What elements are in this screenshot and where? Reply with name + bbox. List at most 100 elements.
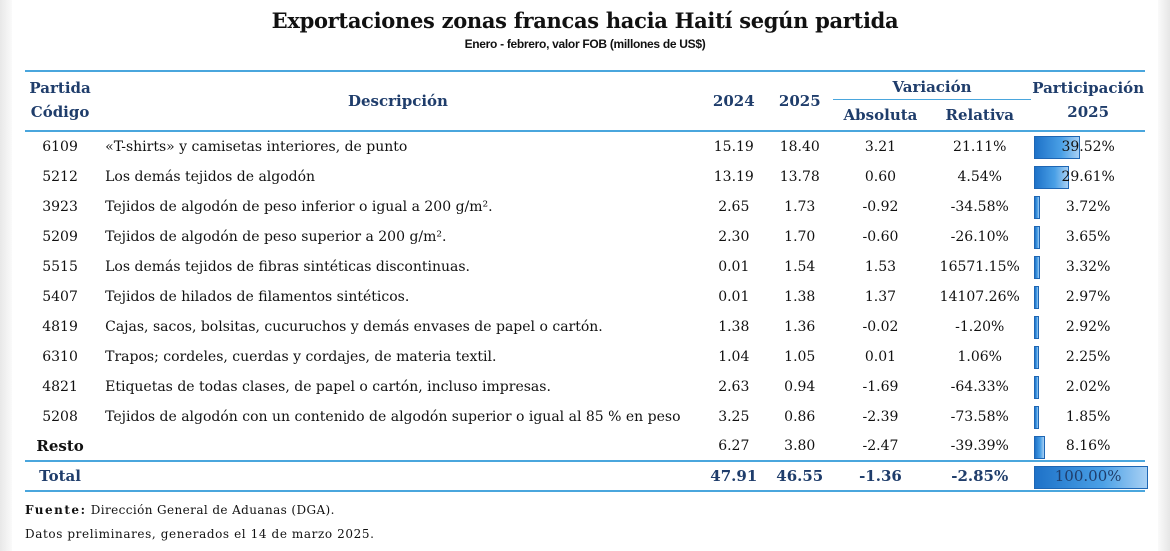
- header-2024: 2024: [712, 92, 755, 110]
- header-partida: Partida: [29, 78, 91, 97]
- table-row: 5212 Los demás tejidos de algodón 13.19 13.…: [25, 162, 1145, 192]
- row-participacion: 3.32%: [1031, 252, 1145, 282]
- row-2024: 2.30: [718, 229, 750, 245]
- share-value: 8.16%: [1065, 438, 1111, 454]
- share-value: 1.85%: [1065, 409, 1111, 425]
- resto-participacion: 8.16%: [1031, 432, 1145, 461]
- row-participacion: 2.02%: [1031, 372, 1145, 402]
- row-participacion: 2.25%: [1031, 342, 1145, 372]
- row-participacion: 29.61%: [1031, 162, 1145, 192]
- row-2024: 1.04: [718, 349, 750, 365]
- row-2025: 0.94: [784, 379, 816, 395]
- header-part-year: 2025: [1067, 102, 1110, 121]
- table-row: 3923 Tejidos de algodón de peso inferior …: [25, 192, 1145, 222]
- row-relativa: 4.54%: [957, 169, 1002, 185]
- row-2025: 1.73: [784, 199, 816, 215]
- share-value: 3.32%: [1065, 259, 1111, 275]
- row-2025: 1.54: [784, 259, 816, 275]
- row-absoluta: -1.69: [862, 379, 899, 395]
- row-absoluta: -2.39: [862, 409, 899, 425]
- row-description: Los demás tejidos de fibras sintéticas d…: [105, 259, 470, 275]
- table-row: 5407 Tejidos de hilados de filamentos sin…: [25, 282, 1145, 312]
- page-edge-right: [1158, 0, 1170, 551]
- share-value: 3.65%: [1065, 229, 1111, 245]
- row-2025: 13.78: [779, 169, 820, 185]
- header-variacion: Variación: [892, 78, 972, 97]
- table-row: 6310 Trapos; cordeles, cuerdas y cordajes…: [25, 342, 1145, 372]
- total-2024: 47.91: [710, 467, 758, 485]
- page-edge-left: [0, 0, 12, 551]
- share-bar: [1034, 466, 1149, 489]
- share-bar: [1034, 196, 1041, 219]
- table-row: 4821 Etiquetas de todas clases, de papel …: [25, 372, 1145, 402]
- total-label: Total: [39, 467, 81, 485]
- share-bar: [1034, 286, 1040, 309]
- row-relativa: 21.11%: [953, 139, 1007, 155]
- row-absoluta: -0.02: [862, 319, 899, 335]
- row-code: 6109: [42, 139, 78, 155]
- share-value: 3.72%: [1065, 199, 1111, 215]
- row-relativa: -1.20%: [955, 319, 1005, 335]
- row-2024: 0.01: [718, 259, 750, 275]
- table-body: 6109 «T-shirts» y camisetas interiores, d…: [25, 131, 1145, 432]
- row-relativa: -26.10%: [950, 229, 1009, 245]
- row-relativa: 14107.26%: [939, 289, 1020, 305]
- row-participacion: 3.65%: [1031, 222, 1145, 252]
- header-2025: 2025: [778, 92, 821, 110]
- share-bar: [1034, 436, 1046, 459]
- table-row: 5515 Los demás tejidos de fibras sintétic…: [25, 252, 1145, 282]
- row-2024: 1.38: [718, 319, 750, 335]
- row-code: 4821: [42, 379, 78, 395]
- share-bar: [1034, 256, 1041, 279]
- row-code: 4819: [42, 319, 78, 335]
- row-2024: 2.63: [718, 379, 750, 395]
- row-relativa: 1.06%: [957, 349, 1002, 365]
- row-code: 3923: [42, 199, 78, 215]
- total-absoluta: -1.36: [859, 467, 902, 485]
- row-2024: 3.25: [718, 409, 750, 425]
- row-2024: 15.19: [713, 139, 754, 155]
- row-relativa: 16571.15%: [939, 259, 1020, 275]
- row-participacion: 3.72%: [1031, 192, 1145, 222]
- row-description: Tejidos de algodón de peso inferior o ig…: [105, 199, 493, 215]
- header-descripcion: Descripción: [347, 92, 448, 110]
- share-bar: [1034, 406, 1040, 429]
- row-relativa: -64.33%: [950, 379, 1009, 395]
- row-2024: 13.19: [713, 169, 754, 185]
- row-participacion: 39.52%: [1031, 131, 1145, 162]
- row-2025: 18.40: [779, 139, 820, 155]
- row-relativa: -34.58%: [950, 199, 1009, 215]
- row-participacion: 1.85%: [1031, 402, 1145, 432]
- row-2024: 2.65: [718, 199, 750, 215]
- share-value: 100.00%: [1054, 467, 1122, 485]
- share-value: 39.52%: [1061, 139, 1115, 155]
- exports-table: Partida Descripción 2024 2025 Variación …: [25, 70, 1149, 492]
- share-value: 2.92%: [1065, 319, 1111, 335]
- row-absoluta: -0.60: [862, 229, 899, 245]
- total-desc: [95, 461, 701, 491]
- source-text: Dirección General de Aduanas (DGA).: [90, 503, 335, 517]
- row-2025: 1.05: [784, 349, 816, 365]
- row-absoluta: 3.21: [864, 139, 897, 155]
- share-bar: [1034, 346, 1040, 369]
- row-description: «T-shirts» y camisetas interiores, de pu…: [105, 139, 408, 155]
- header-absoluta: Absoluta: [832, 98, 929, 131]
- row-code: 6310: [42, 349, 78, 365]
- row-description: Tejidos de hilados de filamentos sintéti…: [105, 289, 410, 305]
- row-description: Trapos; cordeles, cuerdas y cordajes, de…: [105, 349, 497, 365]
- page-title: Exportaciones zonas francas hacia Haití …: [271, 8, 899, 33]
- table-row: 5208 Tejidos de algodón con un contenido …: [25, 402, 1145, 432]
- row-2025: 0.86: [784, 409, 816, 425]
- total-2025: 46.55: [776, 467, 824, 485]
- header-relativa: Relativa: [928, 98, 1032, 131]
- total-relativa: -2.85%: [951, 467, 1009, 485]
- row-description: Cajas, sacos, bolsitas, cucuruchos y dem…: [105, 319, 603, 335]
- row-absoluta: -0.92: [862, 199, 899, 215]
- row-relativa: -73.58%: [950, 409, 1009, 425]
- row-absoluta: 0.01: [864, 349, 897, 365]
- source-label: Fuente:: [25, 503, 87, 517]
- row-absoluta: 1.53: [864, 259, 897, 275]
- row-description: Tejidos de algodón con un contenido de a…: [105, 409, 681, 425]
- preliminary-note: Datos preliminares, generados el 14 de m…: [25, 527, 375, 541]
- row-description: Tejidos de algodón de peso superior a 20…: [105, 229, 447, 245]
